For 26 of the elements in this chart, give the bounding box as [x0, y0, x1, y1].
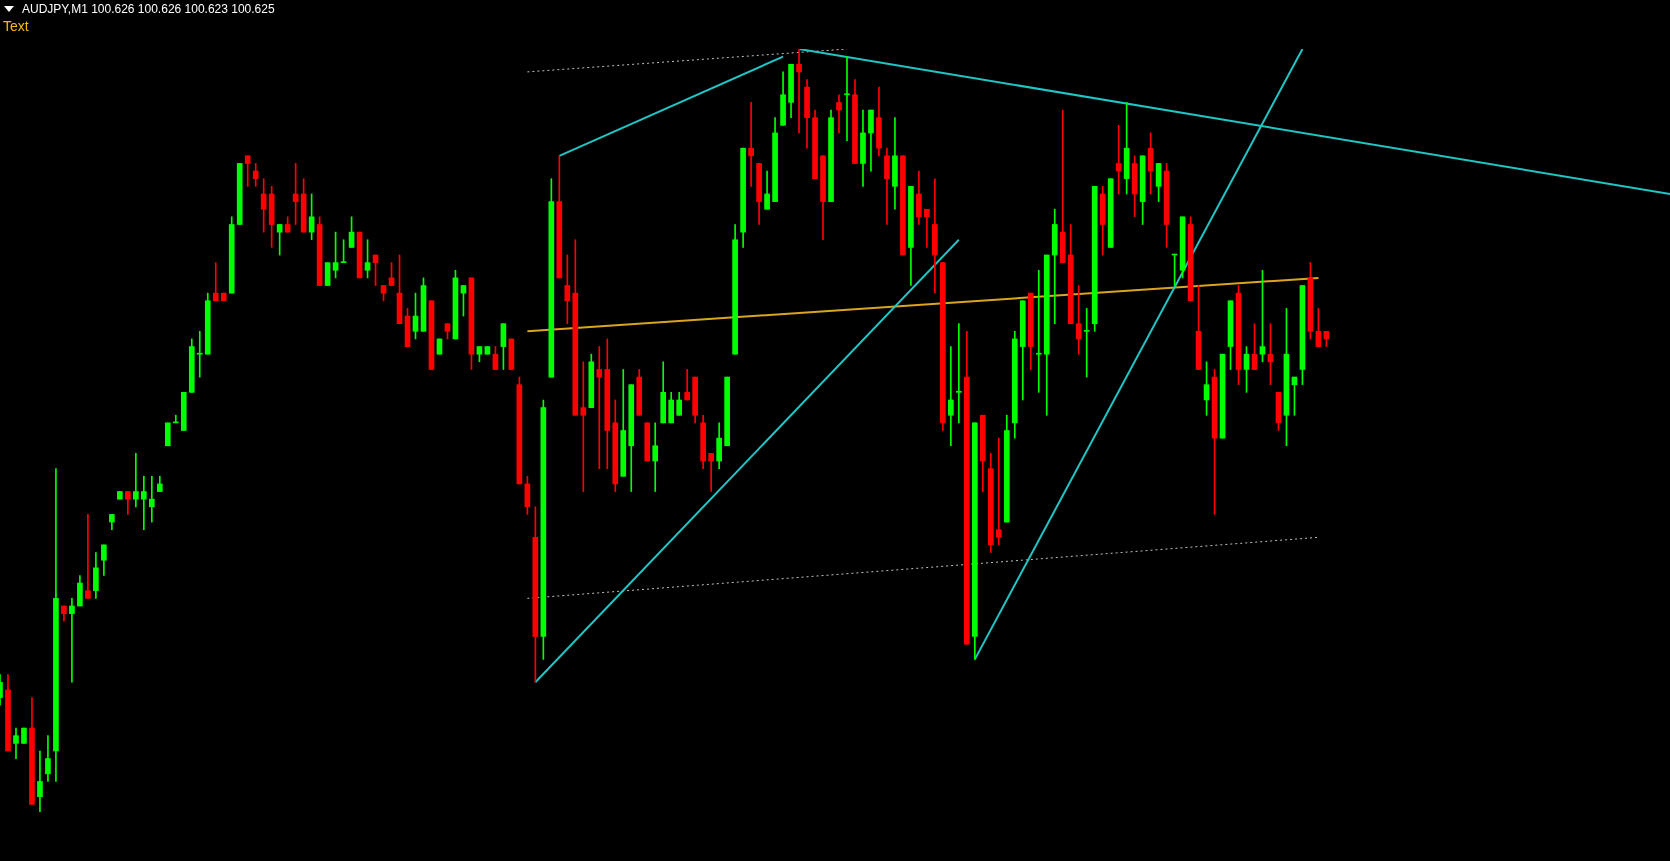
candlestick	[836, 94, 842, 134]
candlestick	[1035, 269, 1042, 393]
candlestick	[652, 422, 659, 492]
chart-title: AUDJPY,M1 100.626 100.626 100.623 100.625	[22, 2, 275, 16]
candlestick	[141, 475, 147, 531]
candlestick	[133, 453, 139, 508]
candlestick	[580, 361, 587, 492]
candlestick	[1083, 308, 1090, 378]
candlestick	[708, 453, 714, 492]
candlestick	[844, 56, 850, 141]
candlestick	[564, 254, 571, 325]
candlestick	[1075, 285, 1082, 355]
candlestick	[1059, 109, 1066, 263]
candlestick	[85, 514, 91, 599]
candlestick	[212, 262, 219, 302]
candlestick	[796, 49, 802, 134]
candlestick	[148, 475, 155, 523]
candlestick	[596, 346, 603, 469]
candlestick	[69, 598, 75, 683]
candlestick	[196, 330, 203, 378]
candlestick	[948, 346, 954, 447]
candlestick	[748, 102, 754, 187]
text: Text	[3, 18, 29, 34]
candlestick	[956, 323, 962, 424]
candlestick	[995, 437, 1002, 546]
candlestick	[924, 208, 930, 248]
